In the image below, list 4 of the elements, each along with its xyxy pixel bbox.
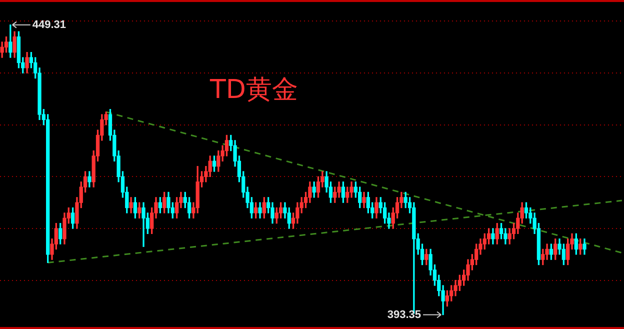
candlestick [142, 202, 146, 247]
text: TD黄金 [209, 74, 298, 105]
annotation: 393.35 [387, 308, 422, 321]
annotation: 449.31 [32, 18, 66, 31]
